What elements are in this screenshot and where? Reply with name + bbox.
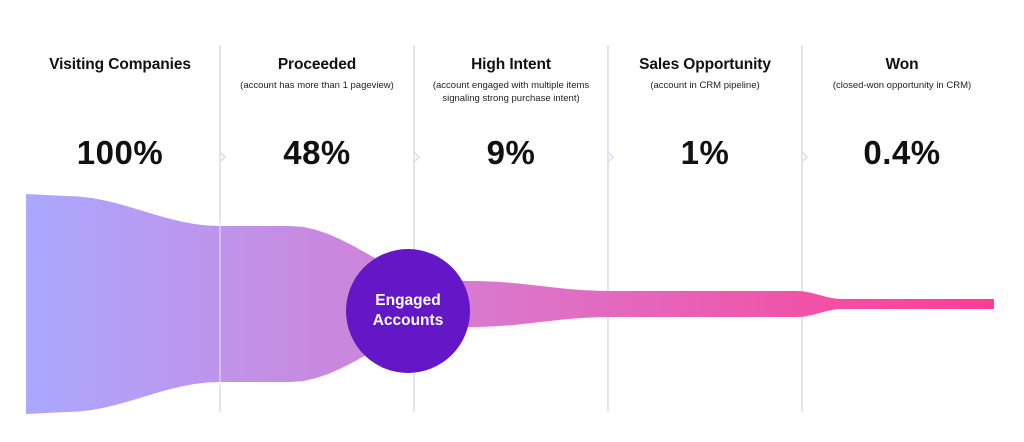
stage-value: 100% <box>76 134 164 171</box>
stage-title: Proceeded <box>277 56 357 73</box>
stage-subtitle: (account engaged with multiple items sig… <box>432 80 590 104</box>
stage-title: Sales Opportunity <box>639 56 771 73</box>
stage-won: Won (closed-won opportunity in CRM) 0.4% <box>802 0 1002 200</box>
stage-title: High Intent <box>471 56 551 73</box>
divider-arrow <box>219 151 227 163</box>
stage-subtitle: (account in CRM pipeline) <box>650 80 760 91</box>
stage-value: 1% <box>680 134 730 171</box>
stage-value: 9% <box>486 134 536 171</box>
stage-subtitle: (account has more than 1 pageview) <box>240 80 394 91</box>
divider-arrow <box>607 151 615 163</box>
stage-visiting-companies: Visiting Companies 100% <box>20 0 220 200</box>
funnel-shape <box>26 194 994 414</box>
stage-high-intent: High Intent (account engaged with multip… <box>414 0 608 200</box>
engaged-accounts-bubble: Engaged Accounts <box>346 249 470 373</box>
stage-value: 48% <box>283 134 351 171</box>
stage-title: Visiting Companies <box>49 56 191 73</box>
stage-subtitle: (closed-won opportunity in CRM) <box>832 80 972 91</box>
divider-arrow <box>413 151 421 163</box>
stage-proceeded: Proceeded (account has more than 1 pagev… <box>220 0 414 200</box>
bubble-label: Engaged Accounts <box>372 292 444 329</box>
divider-arrow <box>801 151 809 163</box>
stage-sales-opportunity: Sales Opportunity (account in CRM pipeli… <box>608 0 802 200</box>
stage-value: 0.4% <box>863 134 941 171</box>
stage-title: Won <box>885 56 919 73</box>
